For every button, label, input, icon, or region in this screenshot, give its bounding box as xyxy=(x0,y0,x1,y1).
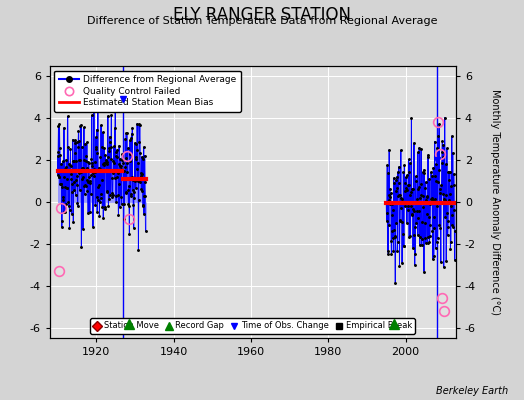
Text: ELY RANGER STATION: ELY RANGER STATION xyxy=(173,6,351,24)
Y-axis label: Monthly Temperature Anomaly Difference (°C): Monthly Temperature Anomaly Difference (… xyxy=(490,89,500,315)
Legend: Station Move, Record Gap, Time of Obs. Change, Empirical Break: Station Move, Record Gap, Time of Obs. C… xyxy=(91,318,415,334)
Text: Difference of Station Temperature Data from Regional Average: Difference of Station Temperature Data f… xyxy=(87,16,437,26)
Text: Berkeley Earth: Berkeley Earth xyxy=(436,386,508,396)
